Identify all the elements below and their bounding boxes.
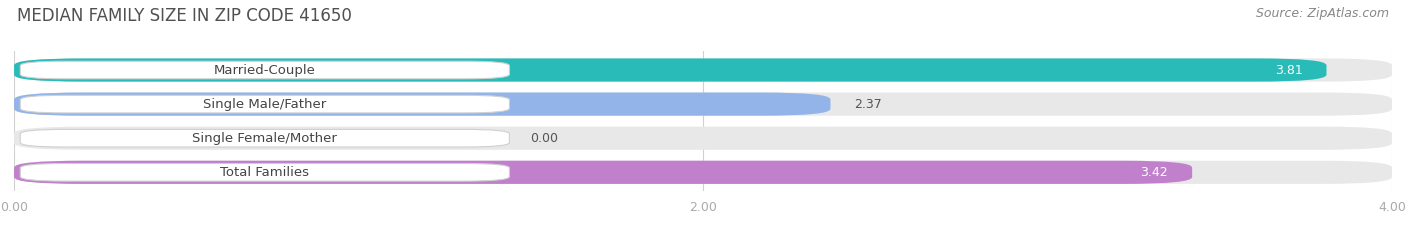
- Text: Single Male/Father: Single Male/Father: [204, 98, 326, 111]
- Text: 0.00: 0.00: [530, 132, 558, 145]
- FancyBboxPatch shape: [14, 58, 1326, 82]
- FancyBboxPatch shape: [20, 129, 509, 147]
- FancyBboxPatch shape: [20, 164, 509, 181]
- Text: Single Female/Mother: Single Female/Mother: [193, 132, 337, 145]
- FancyBboxPatch shape: [14, 127, 1392, 150]
- Text: 2.37: 2.37: [855, 98, 883, 111]
- FancyBboxPatch shape: [14, 93, 1392, 116]
- Text: 3.42: 3.42: [1140, 166, 1168, 179]
- FancyBboxPatch shape: [14, 58, 1392, 82]
- Text: MEDIAN FAMILY SIZE IN ZIP CODE 41650: MEDIAN FAMILY SIZE IN ZIP CODE 41650: [17, 7, 352, 25]
- Text: Source: ZipAtlas.com: Source: ZipAtlas.com: [1256, 7, 1389, 20]
- Text: 3.81: 3.81: [1275, 64, 1302, 76]
- Text: Total Families: Total Families: [221, 166, 309, 179]
- FancyBboxPatch shape: [20, 95, 509, 113]
- FancyBboxPatch shape: [14, 161, 1392, 184]
- Text: Married-Couple: Married-Couple: [214, 64, 316, 76]
- FancyBboxPatch shape: [14, 161, 1192, 184]
- FancyBboxPatch shape: [14, 93, 831, 116]
- FancyBboxPatch shape: [20, 61, 509, 79]
